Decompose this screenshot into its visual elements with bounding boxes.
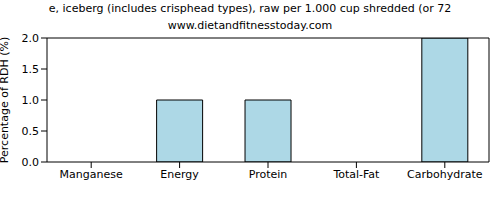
html-text:e, iceberg (includes crisphead: e, iceberg (includes crisphead types), r… — [48, 2, 452, 15]
svg-text:1.0: 1.0 — [22, 94, 40, 107]
html-text:www.dietandfitnesstoday.com: www.dietandfitnesstoday.com — [167, 19, 333, 32]
svg-text:Total-Fat: Total-Fat — [332, 168, 380, 181]
svg-text:0.5: 0.5 — [22, 125, 40, 138]
svg-text:1.5: 1.5 — [22, 63, 40, 76]
svg-text:2.0: 2.0 — [22, 32, 40, 45]
svg-text:0.0: 0.0 — [22, 156, 40, 169]
svg-text:Percentage of RDH (%): Percentage of RDH (%) — [8, 37, 11, 163]
svg-text:Carbohydrate: Carbohydrate — [407, 168, 483, 181]
svg-text:Manganese: Manganese — [60, 168, 123, 181]
svg-text:Protein: Protein — [249, 168, 288, 181]
svg-text:Energy: Energy — [160, 168, 199, 181]
